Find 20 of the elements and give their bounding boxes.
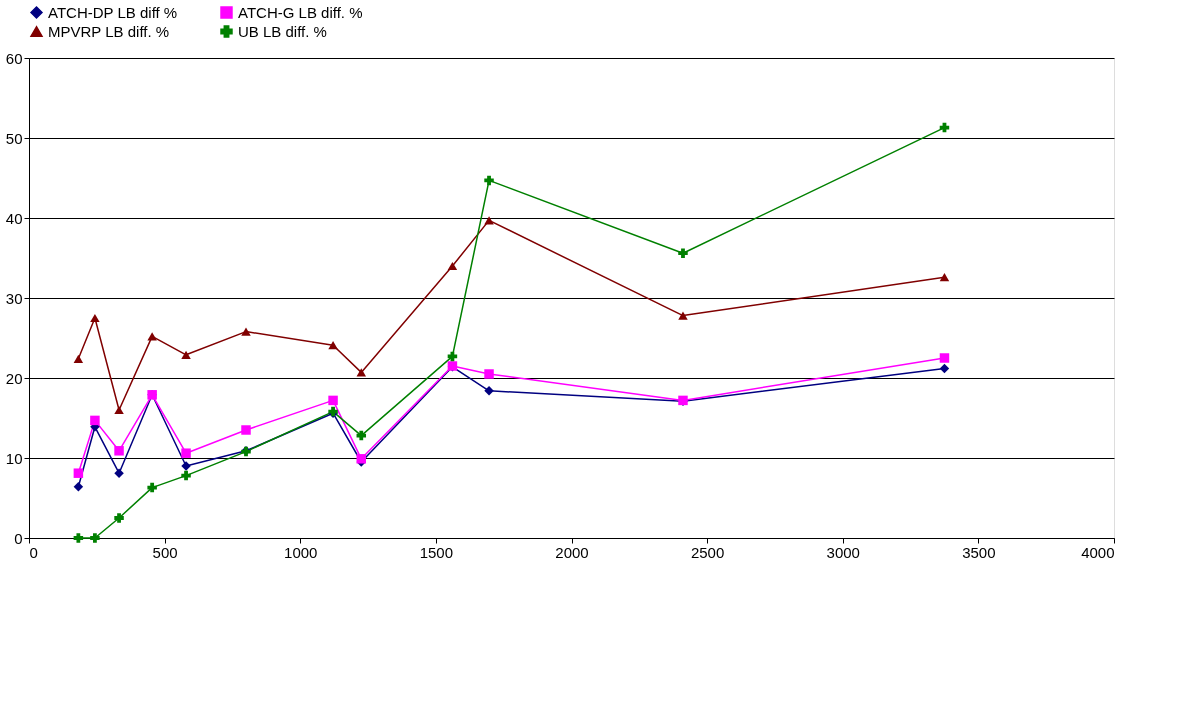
y-tick-label: 30 bbox=[5, 289, 23, 307]
y-tick-label: 20 bbox=[5, 369, 23, 387]
y-tick-label: 40 bbox=[5, 209, 23, 227]
y-tick-label: 10 bbox=[5, 449, 23, 467]
x-tick-label: 3000 bbox=[826, 543, 860, 561]
x-tick-label: 2500 bbox=[690, 543, 725, 561]
legend-label: ATCH-G LB diff. % bbox=[238, 3, 363, 21]
legend-label: MPVRP LB diff. % bbox=[48, 22, 170, 40]
legend-label: ATCH-DP LB diff % bbox=[48, 3, 178, 21]
x-tick-label: 1500 bbox=[419, 543, 454, 561]
x-tick-label: 4000 bbox=[1081, 543, 1115, 561]
x-tick-label: 500 bbox=[152, 543, 178, 561]
x-tick-label: 2000 bbox=[555, 543, 589, 561]
y-tick-label: 60 bbox=[5, 49, 23, 67]
y-tick-label: 0 bbox=[14, 529, 23, 547]
legend-label: UB LB diff. % bbox=[238, 22, 327, 40]
x-tick-label: 3500 bbox=[962, 543, 996, 561]
x-tick-label: 1000 bbox=[284, 543, 318, 561]
y-tick-label: 50 bbox=[5, 129, 23, 147]
x-tick-label: 0 bbox=[29, 543, 38, 561]
